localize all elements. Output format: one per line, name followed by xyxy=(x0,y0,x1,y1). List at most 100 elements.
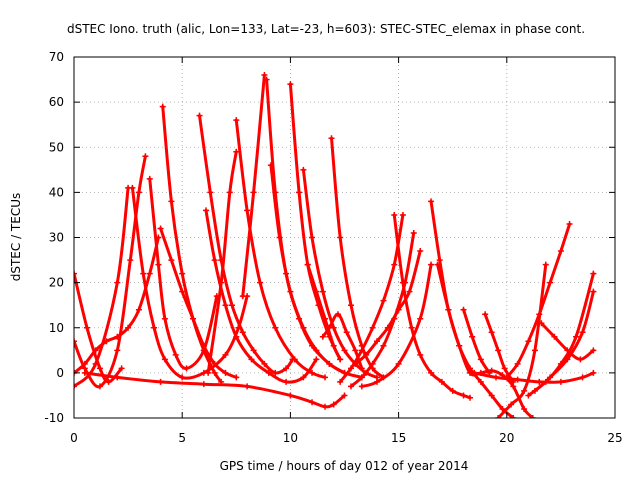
data-point-marker xyxy=(228,302,235,309)
y-axis-label: dSTEC / TECUs xyxy=(9,193,23,282)
data-point-marker xyxy=(330,342,337,349)
data-point-marker xyxy=(92,360,99,367)
data-point-marker xyxy=(395,360,402,367)
series-arc11 xyxy=(205,148,240,376)
data-point-marker xyxy=(326,324,333,331)
data-point-marker xyxy=(477,356,484,363)
y-tick-label: 70 xyxy=(49,50,64,64)
data-point-marker xyxy=(488,329,495,336)
data-point-marker xyxy=(590,369,597,376)
series-arc32 xyxy=(503,220,573,381)
data-point-marker xyxy=(287,81,294,88)
data-point-marker xyxy=(335,311,342,318)
series-line xyxy=(429,199,515,418)
data-point-marker xyxy=(460,392,467,399)
series-arc31 xyxy=(471,369,597,385)
data-point-marker xyxy=(233,333,240,340)
data-point-marker xyxy=(196,112,203,119)
data-point-marker xyxy=(155,261,162,268)
data-point-marker xyxy=(347,383,354,390)
data-point-marker xyxy=(226,189,233,196)
data-point-marker xyxy=(399,279,406,286)
data-point-marker xyxy=(514,360,521,367)
series-line xyxy=(472,371,595,384)
data-point-marker xyxy=(81,369,88,376)
data-point-marker xyxy=(406,288,413,295)
data-point-marker xyxy=(276,234,283,241)
data-point-marker xyxy=(239,329,246,336)
series-line xyxy=(198,114,295,375)
data-point-marker xyxy=(179,270,186,277)
data-point-marker xyxy=(337,378,344,385)
data-point-marker xyxy=(244,207,251,214)
data-point-marker xyxy=(74,383,77,390)
data-point-marker xyxy=(103,338,110,345)
series-arc33 xyxy=(495,261,549,418)
tick-layer: 0 5 10 15 20 25 -10 0 10 20 30 40 50 60 70 xyxy=(44,50,622,445)
series-arc36 xyxy=(538,320,597,363)
data-point-marker xyxy=(358,365,365,372)
data-point-marker xyxy=(337,234,344,241)
series-arc3 xyxy=(74,184,132,390)
data-point-marker xyxy=(135,189,142,196)
data-point-marker xyxy=(319,333,326,340)
y-tick-label: 40 xyxy=(49,185,64,199)
data-point-marker xyxy=(161,356,168,363)
data-point-marker xyxy=(564,356,571,363)
data-point-marker xyxy=(417,248,424,255)
series-layer xyxy=(74,72,597,418)
data-point-marker xyxy=(330,401,337,408)
data-point-marker xyxy=(248,356,255,363)
data-point-marker xyxy=(161,315,168,322)
series-arc10 xyxy=(203,207,320,385)
data-point-marker xyxy=(529,415,536,418)
data-point-marker xyxy=(267,162,274,169)
data-point-marker xyxy=(233,374,240,381)
data-point-marker xyxy=(135,306,142,313)
data-point-marker xyxy=(151,324,158,331)
data-point-marker xyxy=(168,198,175,205)
x-tick-label: 10 xyxy=(283,431,298,445)
data-point-marker xyxy=(508,401,515,408)
data-point-marker xyxy=(218,279,225,286)
series-line xyxy=(206,150,238,375)
x-tick-label: 0 xyxy=(70,431,78,445)
series-arc22 xyxy=(337,211,406,385)
series-line xyxy=(241,73,266,298)
data-point-marker xyxy=(142,153,149,160)
series-line xyxy=(392,213,472,400)
data-point-marker xyxy=(525,392,532,399)
data-point-marker xyxy=(114,347,121,354)
data-point-marker xyxy=(577,356,584,363)
series-arc24 xyxy=(352,248,424,367)
data-point-marker xyxy=(114,279,121,286)
series-line xyxy=(436,263,535,418)
data-point-marker xyxy=(300,166,307,173)
data-point-marker xyxy=(417,351,424,358)
data-point-marker xyxy=(436,257,443,264)
y-tick-label: 10 xyxy=(49,321,64,335)
data-point-marker xyxy=(322,374,329,381)
data-point-marker xyxy=(200,342,207,349)
data-point-marker xyxy=(482,311,489,318)
data-point-marker xyxy=(573,333,580,340)
data-point-marker xyxy=(564,347,571,354)
data-point-marker xyxy=(200,381,207,388)
series-line xyxy=(83,371,346,409)
data-point-marker xyxy=(488,392,495,399)
data-point-marker xyxy=(261,360,268,367)
data-point-marker xyxy=(579,329,586,336)
data-point-marker xyxy=(477,378,484,385)
series-arc30 xyxy=(482,311,517,385)
data-point-marker xyxy=(114,374,121,381)
chart-title: dSTEC Iono. truth (alic, Lon=133, Lat=-2… xyxy=(67,22,585,36)
x-tick-label: 15 xyxy=(391,431,406,445)
data-point-marker xyxy=(190,315,197,322)
data-point-marker xyxy=(96,365,103,372)
x-axis-label: GPS time / hours of day 012 of year 2014 xyxy=(220,459,469,473)
y-tick-label: 20 xyxy=(49,276,64,290)
data-point-marker xyxy=(250,189,257,196)
data-point-marker xyxy=(296,189,303,196)
x-tick-label: 5 xyxy=(178,431,186,445)
data-point-marker xyxy=(391,261,398,268)
